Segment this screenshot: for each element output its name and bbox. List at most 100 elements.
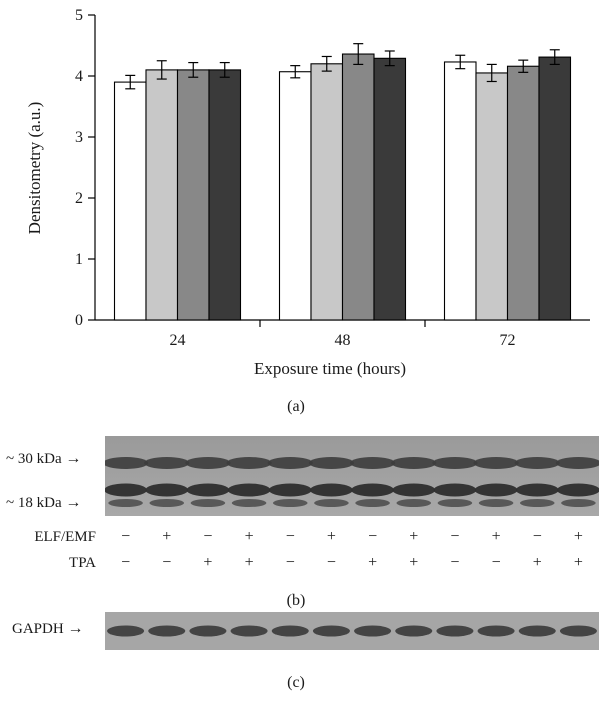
elf-emf-sign: + <box>326 528 336 545</box>
band-30kda <box>349 457 396 469</box>
gapdh-blot-image <box>105 612 599 650</box>
elf-emf-sign: + <box>491 528 501 545</box>
band-18kda-lower <box>314 499 349 507</box>
band-gapdh <box>107 625 145 637</box>
bar <box>176 69 210 321</box>
band-18kda-lower <box>190 499 226 507</box>
band-30kda <box>391 457 437 469</box>
band-18kda-lower <box>478 499 514 507</box>
bar <box>113 81 147 321</box>
elf-emf-sign: − <box>203 528 213 545</box>
band-18kda-upper <box>351 483 394 497</box>
tpa-sign: − <box>450 554 460 571</box>
bar <box>538 56 572 321</box>
band-gapdh <box>559 625 597 637</box>
y-tick-label: 5 <box>75 7 83 24</box>
densitometry-bar-chart: 0 1 2 3 4 5 24 48 72 Densitometry (a.u.) Exposu… <box>25 7 590 378</box>
elf-emf-sign: − <box>450 528 460 545</box>
tpa-sign: − <box>285 554 295 571</box>
marker-30kda: ~ 30 kDa → <box>6 450 81 468</box>
western-blot-image <box>105 436 599 516</box>
band-gapdh <box>312 625 350 637</box>
band-18kda-upper <box>145 483 189 497</box>
arrow-icon: → <box>67 620 84 637</box>
band-30kda <box>267 457 313 469</box>
marker-gapdh: GAPDH → <box>12 620 83 638</box>
band-gapdh <box>271 625 309 637</box>
band-gapdh <box>518 625 556 637</box>
elf-emf-sign: − <box>121 528 131 545</box>
y-tick-label: 4 <box>75 68 83 85</box>
y-tick-label: 3 <box>75 129 83 146</box>
bar <box>341 53 375 321</box>
tpa-sign: + <box>203 554 213 571</box>
elf-emf-sign: + <box>162 528 172 545</box>
panel-label-a: (a) <box>287 398 305 415</box>
band-18kda-lower <box>519 499 555 507</box>
band-18kda-upper <box>392 483 436 497</box>
band-18kda-upper <box>433 483 477 497</box>
y-tick-label: 0 <box>75 312 83 329</box>
tpa-sign: − <box>162 554 172 571</box>
band-gapdh <box>189 625 227 637</box>
band-gapdh <box>148 625 186 637</box>
band-18kda-upper <box>474 483 518 497</box>
marker-18kda: ~ 18 kDa → <box>6 494 81 512</box>
band-18kda-lower <box>231 499 267 507</box>
tpa-sign: + <box>244 554 254 571</box>
band-18kda-lower <box>437 499 473 507</box>
marker-18kda-label: ~ 18 kDa <box>6 495 62 511</box>
band-18kda-upper <box>515 483 559 497</box>
bar <box>278 71 312 321</box>
band-30kda <box>432 457 478 469</box>
band-gapdh <box>395 625 433 637</box>
bar <box>475 72 509 321</box>
y-tick-label: 2 <box>75 190 83 207</box>
tpa-sign: + <box>368 554 378 571</box>
band-18kda-lower <box>272 499 308 507</box>
y-axis-label: Densitometry (a.u.) <box>25 102 44 235</box>
y-axis: 0 1 2 3 4 5 <box>75 7 96 329</box>
band-18kda-upper <box>268 483 312 497</box>
y-tick-label: 1 <box>75 251 83 268</box>
elf-emf-sign: − <box>285 528 295 545</box>
elf-emf-row-label: ELF/EMF <box>34 529 96 545</box>
bar <box>506 65 540 321</box>
band-gapdh <box>477 625 515 637</box>
band-gapdh <box>354 625 392 637</box>
x-tick-label: 24 <box>170 332 186 349</box>
tpa-sign: + <box>573 554 583 571</box>
band-18kda-lower <box>108 499 143 507</box>
elf-emf-sign: + <box>244 528 254 545</box>
elf-emf-sign: + <box>573 528 583 545</box>
band-18kda-upper <box>227 483 271 497</box>
tpa-sign: + <box>409 554 419 571</box>
tpa-row-label: TPA <box>69 555 96 571</box>
elf-emf-sign: + <box>409 528 419 545</box>
x-axis: 24 48 72 <box>95 319 590 349</box>
tpa-sign: + <box>532 554 542 571</box>
arrow-icon: → <box>65 494 82 511</box>
band-18kda-upper <box>557 483 599 497</box>
bar <box>443 61 477 321</box>
band-18kda-lower <box>396 499 432 507</box>
tpa-sign: − <box>491 554 501 571</box>
band-18kda-upper <box>186 483 230 497</box>
band-30kda <box>105 457 149 469</box>
band-30kda <box>308 457 355 469</box>
band-30kda <box>555 457 599 469</box>
tpa-sign: − <box>121 554 131 571</box>
bar <box>208 69 242 321</box>
marker-30kda-label: ~ 30 kDa <box>6 451 62 467</box>
band-18kda-upper <box>310 483 353 497</box>
band-30kda <box>514 457 560 469</box>
bar <box>310 63 344 321</box>
band-gapdh <box>230 625 268 637</box>
band-18kda-lower <box>355 499 390 507</box>
elf-emf-sign: − <box>532 528 542 545</box>
band-30kda <box>226 457 272 469</box>
band-30kda <box>144 457 190 469</box>
gapdh-label: GAPDH <box>12 621 64 637</box>
x-axis-label: Exposure time (hours) <box>254 359 406 378</box>
band-18kda-lower <box>561 499 596 507</box>
